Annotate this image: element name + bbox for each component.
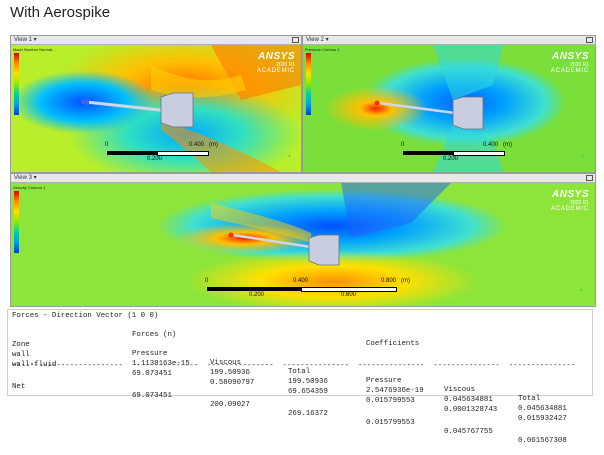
scale-label-end: 0.400: [483, 142, 499, 148]
contour-plot-1[interactable]: Mach Number Normal... ANSYS 2020 R1 ACAD…: [11, 45, 301, 172]
scale-label-mid: 0.200: [147, 156, 163, 162]
view-3-panel[interactable]: View 3 ▾ Velocity Contour 1 ANSYS 2020 R…: [10, 173, 596, 307]
scale-label-0: 0: [401, 142, 405, 148]
cell-coeff-total: 0.045634881: [518, 405, 567, 413]
view-1-tab[interactable]: View 1 ▾: [11, 36, 301, 45]
maximize-icon[interactable]: [292, 37, 299, 43]
table-header-row: Zone Pressure Viscous Total Pressure Vis…: [8, 332, 588, 403]
view-2-tab-label: View 2: [306, 37, 324, 43]
color-bar: [306, 53, 311, 115]
col-total: Total: [288, 368, 311, 376]
scale-unit: (m): [209, 142, 218, 148]
ansys-logo: ANSYS 2020 R1 ACADEMIC: [551, 51, 589, 74]
cell-total: 269.16372: [288, 410, 328, 418]
cell-zone: wall: [12, 351, 30, 359]
scale-bar-white: [157, 151, 209, 156]
scale-label-mid: 0.200: [443, 156, 459, 162]
scale-label-3q: 0.600: [341, 292, 357, 298]
cell-coeff-viscous: 0.0001328743: [444, 406, 498, 414]
ansys-logo: ANSYS 2020 R1 ACADEMIC: [257, 51, 295, 74]
brand-version: 2020 R1: [276, 62, 295, 68]
forces-header: Forces - Direction Vector (1 0 0): [12, 312, 159, 320]
brand-version: 2020 R1: [570, 200, 589, 206]
cell-total: 199.50936: [288, 378, 328, 386]
color-legend: Mach Number Normal...: [13, 47, 55, 52]
scale-unit: (m): [503, 142, 512, 148]
brand-name: ANSYS: [552, 189, 589, 200]
col-pressure: Pressure: [132, 350, 168, 358]
axis-triad-icon: ⊥: [580, 153, 585, 159]
scale-unit: (m): [401, 278, 410, 284]
scale-bar-black: [107, 151, 157, 155]
view-2-panel[interactable]: View 2 ▾ Pressure Contour 1 ANSYS 2020 R…: [302, 35, 596, 173]
color-bar: [14, 191, 19, 253]
scale-label-end: 0.800: [381, 278, 397, 284]
cell-coeff-pressure: 0.015799553: [366, 397, 415, 405]
coefficients-group-label: Coefficients: [366, 340, 420, 348]
scale-bar-white: [453, 151, 505, 156]
col-coeff-pressure: Pressure: [366, 377, 402, 385]
maximize-icon[interactable]: [586, 37, 593, 43]
cell-coeff-total: 0.015932427: [518, 415, 567, 423]
cell-viscous: 200.09027: [210, 401, 250, 409]
cell-coeff-viscous: 0.045767755: [444, 428, 493, 436]
cell-coeff-pressure: 0.015799553: [366, 419, 415, 427]
brand-name: ANSYS: [258, 51, 295, 62]
cell-pressure: 1.1138163e-15: [132, 360, 190, 368]
scale-label-q: 0.200: [249, 292, 265, 298]
scale-bar-black: [207, 287, 301, 291]
cell-zone: Net: [12, 383, 26, 391]
scale-bar-white: [301, 287, 397, 292]
view-1-tab-label: View 1: [14, 37, 32, 43]
color-legend: Velocity Contour 1: [13, 185, 45, 190]
brand-edition: ACADEMIC: [550, 68, 589, 74]
col-coeff-total: Total: [518, 395, 541, 403]
col-viscous: Viscous: [210, 359, 242, 367]
forces-report: Forces - Direction Vector (1 0 0) Forces…: [7, 309, 593, 445]
view-2-tab[interactable]: View 2 ▾: [303, 36, 595, 45]
cell-zone: wall-fluid: [12, 361, 57, 369]
page-title: With Aerospike: [10, 4, 111, 21]
cell-coeff-viscous: 0.045634881: [444, 396, 493, 404]
col-coeff-viscous: Viscous: [444, 386, 476, 394]
cell-viscous: 199.50936: [210, 369, 250, 377]
scale-label-end: 0.400: [189, 142, 205, 148]
scale-label-0: 0: [105, 142, 109, 148]
legend-title: Pressure Contour 1: [305, 47, 340, 52]
axis-triad-icon: ⊥: [287, 153, 292, 159]
contour-plot-2[interactable]: Pressure Contour 1 ANSYS 2020 R1 ACADEMI…: [303, 45, 595, 172]
table-row: wall-fluid 69.073451 0.58090797 69.65435…: [8, 352, 588, 423]
color-bar: [14, 53, 19, 115]
contour-plot-3[interactable]: Velocity Contour 1 ANSYS 2020 R1 ACADEMI…: [11, 183, 595, 306]
forces-group-label: Forces (n): [132, 331, 177, 339]
forces-group-row: Forces (n) Coefficients: [8, 322, 588, 348]
scale-bar-black: [403, 151, 453, 155]
cell-coeff-pressure: 2.5476936e-19: [366, 387, 424, 395]
table-row: wall 1.1138163e-15 199.50936 199.50936 2…: [8, 342, 588, 413]
col-zone: Zone: [12, 341, 30, 349]
cell-coeff-total: 0.061567308: [518, 437, 567, 445]
brand-edition: ACADEMIC: [550, 206, 589, 212]
view-3-tab-label: View 3: [14, 175, 32, 181]
axis-triad-icon: ⊥: [579, 287, 584, 293]
ansys-logo: ANSYS 2020 R1 ACADEMIC: [551, 189, 589, 212]
table-separator: ------------------------- --------------…: [12, 362, 576, 370]
cell-total: 69.654359: [288, 388, 328, 396]
cell-pressure: 69.073451: [132, 392, 172, 400]
scale-label-mid: 0.400: [293, 278, 309, 284]
cell-viscous: 0.58090797: [210, 379, 255, 387]
brand-version: 2020 R1: [570, 62, 589, 68]
cell-pressure: 69.073451: [132, 370, 172, 378]
color-legend: Pressure Contour 1: [305, 47, 340, 52]
legend-title: Velocity Contour 1: [13, 185, 45, 190]
view-1-panel[interactable]: View 1 ▾ Mach Number Normal... ANSYS 2: [10, 35, 302, 173]
maximize-icon[interactable]: [586, 175, 593, 181]
brand-edition: ACADEMIC: [256, 68, 295, 74]
legend-title: Mach Number Normal...: [13, 47, 55, 52]
scale-label-0: 0: [205, 278, 209, 284]
brand-name: ANSYS: [552, 51, 589, 62]
view-3-tab[interactable]: View 3 ▾: [11, 174, 595, 183]
table-net-row: Net 69.073451 200.09027 269.16372 0.0157…: [8, 374, 588, 445]
